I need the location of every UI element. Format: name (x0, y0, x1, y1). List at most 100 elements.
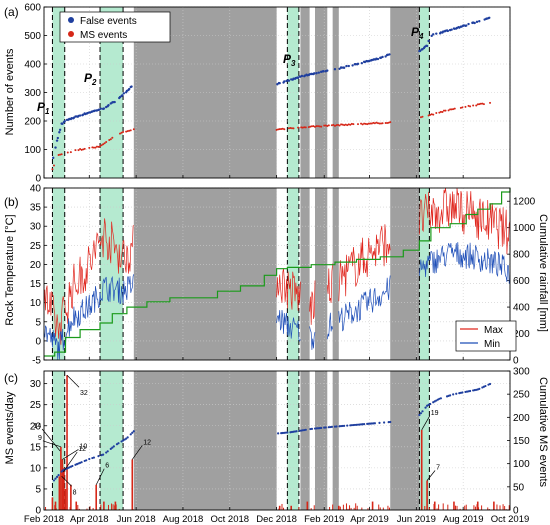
ms-event-point (278, 128, 281, 131)
false-event-point (58, 131, 61, 134)
ms-event-point (338, 124, 341, 127)
ms-per-day-bar (45, 506, 47, 510)
ms-event-point (312, 125, 315, 128)
false-event-point (425, 44, 429, 48)
period-shade-a-1 (100, 7, 124, 178)
ms-event-point (69, 151, 72, 154)
cumulative-ms-point (129, 433, 132, 436)
ytick-left-c-3: 15 (30, 442, 42, 453)
ms-per-day-bar (66, 375, 68, 510)
ms-per-day-bar (426, 480, 428, 510)
false-event-point (430, 34, 433, 38)
ms-event-point (372, 121, 375, 124)
ytick-left-a-5: 500 (24, 31, 41, 42)
false-event-point (99, 107, 103, 110)
ms-per-day-bar (131, 459, 134, 510)
cumulative-ms-point (85, 459, 88, 462)
false-event-point (342, 66, 346, 69)
ms-event-point (347, 123, 350, 126)
panel-a-ylabel: Number of events (4, 48, 16, 135)
cumulative-ms-point (117, 442, 120, 445)
ytick-right-b-5: 1000 (513, 223, 536, 234)
false-event-point (121, 94, 124, 97)
ms-per-day-bar (464, 505, 466, 510)
false-event-point (465, 24, 468, 27)
annotation-arrow (132, 445, 143, 460)
ms-per-day-bar (504, 506, 506, 510)
cumulative-ms-point (277, 432, 280, 435)
cumulative-ms-point (71, 464, 74, 468)
xtick-label-8: Jun 2019 (397, 514, 436, 525)
cumulative-ms-point (429, 402, 432, 406)
ms-event-point (387, 121, 390, 124)
ms-event-point (435, 112, 438, 115)
false-event-point (376, 57, 380, 61)
cumulative-ms-point (330, 425, 333, 428)
false-event-point (287, 79, 291, 82)
ytick-right-b-0: 0 (513, 356, 519, 367)
ms-per-day-bar (476, 504, 478, 510)
ms-event-point (108, 139, 111, 142)
ms-event-point (475, 104, 478, 107)
ms-event-point (461, 106, 464, 109)
ms-per-day-bar (329, 507, 331, 510)
ms-event-point (307, 126, 310, 129)
ms-event-point (427, 114, 430, 117)
ms-event-point (287, 127, 290, 130)
false-event-point (478, 20, 481, 23)
ms-per-day-bar (433, 501, 436, 510)
ms-event-point (363, 122, 366, 125)
ms-per-day-bar (278, 508, 280, 510)
ms-per-day-bar (356, 505, 358, 510)
ms-per-day-bar (420, 429, 423, 510)
cumulative-ms-point (310, 427, 314, 430)
ms-event-point (381, 122, 384, 125)
ms-per-day-bar (92, 507, 94, 510)
ms-per-day-bar (77, 504, 79, 510)
ytick-left-b-0: -5 (32, 356, 41, 367)
annotation-label: 8 (73, 489, 77, 496)
ms-per-day-bar (115, 504, 117, 510)
ytick-left-b-4: 15 (30, 279, 42, 290)
xtick-label-3: Aug 2018 (163, 514, 204, 525)
period-shade-a-0 (52, 7, 65, 178)
false-event-point (488, 16, 491, 19)
cumulative-ms-point (97, 455, 100, 458)
panel-a-plot: 0 100 200 300 400 500 600 (24, 3, 511, 185)
ms-per-day-bar (338, 505, 340, 510)
ytick-right-c-0: 0 (513, 506, 519, 517)
ms-event-point (444, 109, 447, 112)
ms-event-point (430, 113, 433, 116)
false-event-point (347, 64, 350, 68)
ms-per-day-bar (54, 501, 57, 510)
ms-event-point (442, 109, 445, 112)
ms-event-point (60, 153, 63, 156)
false-event-point (122, 92, 126, 95)
ms-per-day-bar (388, 507, 390, 510)
ms-per-day-bar (75, 501, 78, 510)
ms-event-point (52, 164, 55, 167)
data-gap-b-2 (315, 188, 328, 360)
ms-per-day-bar (54, 505, 56, 510)
false-event-point (475, 20, 479, 24)
ms-event-point (103, 142, 106, 145)
xtick-label-9: Aug 2019 (443, 514, 484, 525)
legend-b: Max Min (455, 320, 517, 352)
ms-per-day-bar (290, 506, 292, 510)
ms-event-point (283, 128, 286, 131)
ms-event-point (109, 138, 112, 141)
ms-per-day-bar (428, 507, 430, 510)
false-event-point (435, 32, 438, 35)
false-event-point (351, 64, 354, 67)
ms-event-point (324, 124, 327, 127)
legend-false-label: False events (80, 16, 137, 27)
cumulative-ms-point (52, 479, 56, 482)
cumulative-ms-point (461, 391, 464, 394)
ms-event-point (335, 124, 338, 127)
cumulative-ms-point (439, 397, 443, 400)
annotation-label: 7 (436, 465, 440, 472)
ms-per-day-bar (64, 488, 67, 510)
ms-event-point (289, 127, 292, 130)
cumulative-ms-point (126, 436, 129, 439)
